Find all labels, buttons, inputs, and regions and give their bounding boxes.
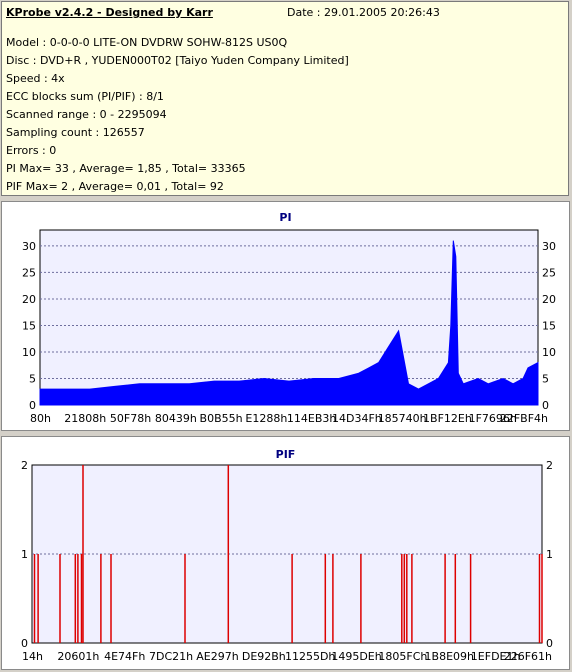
- pif-ytick-left: 0: [21, 637, 28, 650]
- pi-xtick-label: 114EB3h: [287, 412, 336, 425]
- info-pi-stats: PI Max= 33 , Average= 1,85 , Total= 3336…: [6, 162, 246, 175]
- pi-ytick-right: 0: [542, 399, 549, 412]
- pif-xtick-label: 7DC21h: [149, 650, 193, 663]
- pi-chart: 0 0 5 5 10 10 15 15 20 20 25 25 30 30 80h 21808h 50F78h 8…: [22, 229, 556, 425]
- pif-xtick-label: 1495DEh: [331, 650, 381, 663]
- pi-ytick-left: 15: [22, 319, 36, 332]
- pif-ytick-left: 1: [21, 548, 28, 561]
- pif-ytick-right: 2: [546, 459, 553, 472]
- pi-ytick-right: 20: [542, 293, 556, 306]
- scan-date: Date : 29.01.2005 20:26:43: [287, 6, 440, 19]
- pif-xtick-label: 4E74Fh: [104, 650, 145, 663]
- pi-ytick-right: 10: [542, 346, 556, 359]
- info-range: Scanned range : 0 - 2295094: [6, 108, 167, 121]
- app-title: KProbe v2.4.2 - Designed by Karr: [6, 6, 213, 19]
- pi-xtick-label: 1BF12Eh: [423, 412, 472, 425]
- info-speed: Speed : 4x: [6, 72, 65, 85]
- pif-xtick-label: DE92Bh: [242, 650, 286, 663]
- pif-xtick-label: 20601h: [57, 650, 99, 663]
- pif-chart-title: PIF: [275, 448, 296, 461]
- pif-xtick-label: 1805FCh: [378, 650, 427, 663]
- pif-xtick-label: 1B8E09h: [425, 650, 474, 663]
- pif-xtick-label: AE297h: [196, 650, 238, 663]
- pi-ytick-left: 20: [22, 293, 36, 306]
- pif-xtick-label: 11255Dh: [285, 650, 335, 663]
- pi-ytick-left: 5: [29, 372, 36, 385]
- pi-xtick-label: 21808h: [64, 412, 106, 425]
- pi-ytick-right: 5: [542, 372, 549, 385]
- pif-ytick-left: 2: [21, 459, 28, 472]
- pi-xtick-label: 22FBF4h: [500, 412, 548, 425]
- pi-xtick-label: 80439h: [155, 412, 197, 425]
- pi-ytick-left: 10: [22, 346, 36, 359]
- info-disc: Disc : DVD+R , YUDEN000T02 [Taiyo Yuden …: [6, 54, 349, 67]
- pif-xtick-label: 14h: [22, 650, 43, 663]
- info-ecc: ECC blocks sum (PI/PIF) : 8/1: [6, 90, 164, 103]
- pi-xtick-label: 1F7696h: [469, 412, 517, 425]
- pi-xtick-label: 14D34Fh: [332, 412, 382, 425]
- info-panel: KProbe v2.4.2 - Designed by Karr Date : …: [1, 1, 569, 196]
- pi-ytick-left: 30: [22, 240, 36, 253]
- pi-xtick-label: E1288h: [245, 412, 287, 425]
- pi-ytick-right: 15: [542, 319, 556, 332]
- pif-chart-panel: PIF 0 0 1 1 2 2 14h 20601h 4E74Fh 7DC21h AE297h DE9…: [1, 436, 570, 670]
- pif-xtick-label: 226F61h: [504, 650, 552, 663]
- pi-chart-panel: PI 0 0 5 5 10 10 15 15 20 20 25 25 30 30 80h 21808h 50F7…: [1, 201, 570, 431]
- pif-ytick-right: 1: [546, 548, 553, 561]
- pi-ytick-left: 0: [29, 399, 36, 412]
- info-model: Model : 0-0-0-0 LITE-ON DVDRW SOHW-812S …: [6, 36, 288, 49]
- pi-series-area: [39, 240, 539, 406]
- pi-ytick-right: 30: [542, 240, 556, 253]
- pi-xtick-label: B0B55h: [200, 412, 243, 425]
- pif-ytick-right: 0: [546, 637, 553, 650]
- info-errors: Errors : 0: [6, 144, 57, 157]
- pi-xtick-label: 185740h: [378, 412, 427, 425]
- pi-xtick-label: 80h: [30, 412, 51, 425]
- info-sampling: Sampling count : 126557: [6, 126, 145, 139]
- pi-xtick-label: 50F78h: [110, 412, 151, 425]
- pi-ytick-right: 25: [542, 266, 556, 279]
- pif-xtick-label: 1EFDE1h: [471, 650, 521, 663]
- pi-ytick-left: 25: [22, 266, 36, 279]
- info-pif-stats: PIF Max= 2 , Average= 0,01 , Total= 92: [6, 180, 224, 193]
- pi-chart-title: PI: [279, 211, 292, 224]
